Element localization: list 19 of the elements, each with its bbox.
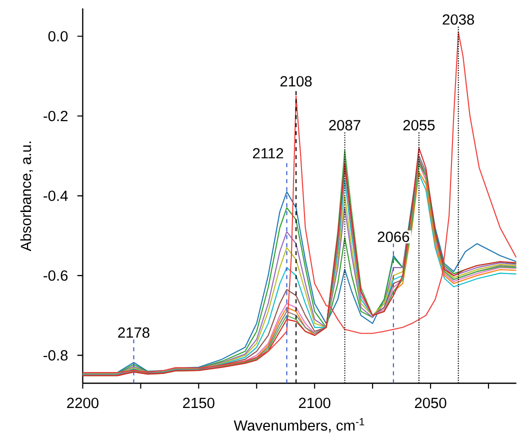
line-series <box>82 32 516 373</box>
y-tick-label: -0.6 <box>44 270 68 281</box>
y-tick-label: -0.2 <box>44 110 68 122</box>
annotation: 2055 <box>403 120 435 130</box>
x-tick-label: 2200 <box>67 398 98 408</box>
annotation: 2087 <box>329 120 360 130</box>
annotation: 2108 <box>280 76 312 86</box>
x-tick-label: 2150 <box>183 398 214 408</box>
y-tick-label: -0.8 <box>44 350 68 360</box>
x-tick-label: 2050 <box>414 398 446 408</box>
x-tick-label: 2100 <box>299 398 330 408</box>
annotation: 2178 <box>118 327 150 338</box>
x-axis-title: Wavenumbers, cm$^{-1}$ <box>234 418 364 432</box>
annotation: 2038 <box>442 14 474 25</box>
annotation: 2066 <box>378 232 410 242</box>
annotation: 2112 <box>253 148 284 158</box>
y-tick-label: -0.4 <box>44 190 68 201</box>
y-tick-label: 0.0 <box>48 30 68 42</box>
y-axis-title: Absorbance, a.u. <box>20 142 33 252</box>
